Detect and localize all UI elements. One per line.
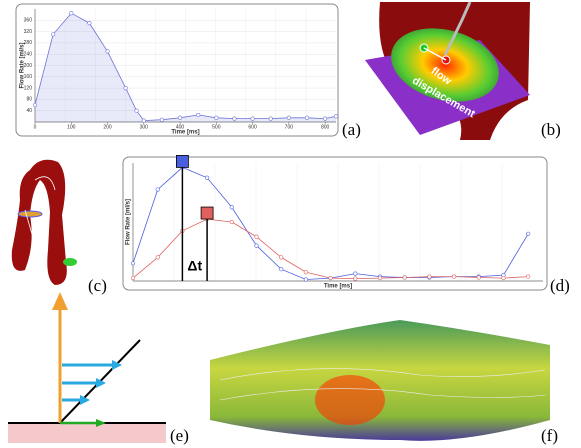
- point: [131, 262, 135, 266]
- point: [378, 276, 382, 280]
- panel-label: (d): [550, 276, 570, 295]
- point: [305, 116, 309, 120]
- x-axis-label: Time [ms]: [171, 130, 199, 136]
- point: [269, 117, 273, 121]
- point: [135, 109, 139, 113]
- point: [279, 256, 283, 260]
- x-tick-label: 0: [34, 124, 37, 130]
- point: [69, 11, 73, 15]
- point: [215, 116, 219, 120]
- point: [178, 116, 182, 120]
- point: [230, 205, 234, 209]
- point: [233, 117, 237, 121]
- point: [353, 277, 357, 281]
- x-tick-label: 700: [285, 124, 294, 130]
- y-tick-label: 40: [26, 108, 32, 114]
- point: [124, 86, 128, 90]
- point: [51, 33, 55, 37]
- y-axis-label: Flow Rate [ml/s]: [126, 199, 132, 245]
- delta-t-label: Δt: [187, 258, 202, 274]
- point: [131, 276, 135, 280]
- point: [88, 21, 92, 25]
- x-tick-label: 800: [321, 124, 330, 130]
- point: [304, 278, 308, 282]
- point: [230, 220, 234, 224]
- panel-e-image: [8, 292, 166, 443]
- panel-label: (f): [541, 426, 558, 445]
- x-tick-label: 100: [67, 124, 76, 130]
- panel-label: (c): [88, 276, 107, 295]
- point: [477, 276, 481, 280]
- panel-c-image: [12, 160, 77, 285]
- x-tick-label: 300: [140, 124, 149, 130]
- point: [526, 275, 530, 279]
- point: [334, 115, 338, 119]
- point: [156, 256, 160, 260]
- point: [106, 50, 110, 54]
- point: [255, 235, 259, 239]
- x-tick-label: 600: [248, 124, 257, 130]
- point: [353, 272, 357, 276]
- point: [304, 270, 308, 274]
- panel-label: (e): [170, 426, 189, 445]
- y-axis-label: Flow Rate [ml/s]: [20, 42, 26, 88]
- panel-f-image: [210, 320, 550, 441]
- point: [329, 276, 333, 280]
- point: [156, 188, 160, 192]
- point: [255, 244, 259, 248]
- point: [33, 103, 37, 107]
- peak-marker: [176, 155, 188, 167]
- x-axis-label: Time [ms]: [324, 284, 352, 290]
- point: [403, 276, 407, 280]
- y-tick-label: 80: [26, 97, 32, 103]
- x-tick-label: 500: [212, 124, 221, 130]
- point: [428, 275, 432, 279]
- panel-label: (b): [541, 120, 561, 139]
- point: [502, 276, 506, 280]
- point: [287, 116, 291, 120]
- point: [160, 118, 164, 122]
- y-tick-label: 320: [24, 29, 33, 35]
- point: [279, 267, 283, 271]
- figure: flow displacement (a)(b)(c)(d)(e)(f)4080…: [0, 0, 581, 448]
- point: [323, 117, 327, 121]
- point: [196, 113, 200, 117]
- point: [251, 117, 255, 121]
- x-tick-label: 200: [103, 124, 112, 130]
- panel-b-image: [365, 2, 532, 142]
- panel-label: (a): [342, 120, 361, 139]
- point: [205, 176, 209, 180]
- point: [526, 232, 530, 236]
- point: [142, 119, 146, 123]
- y-tick-label: 360: [24, 18, 33, 24]
- point: [452, 275, 456, 279]
- peak-marker: [201, 207, 213, 219]
